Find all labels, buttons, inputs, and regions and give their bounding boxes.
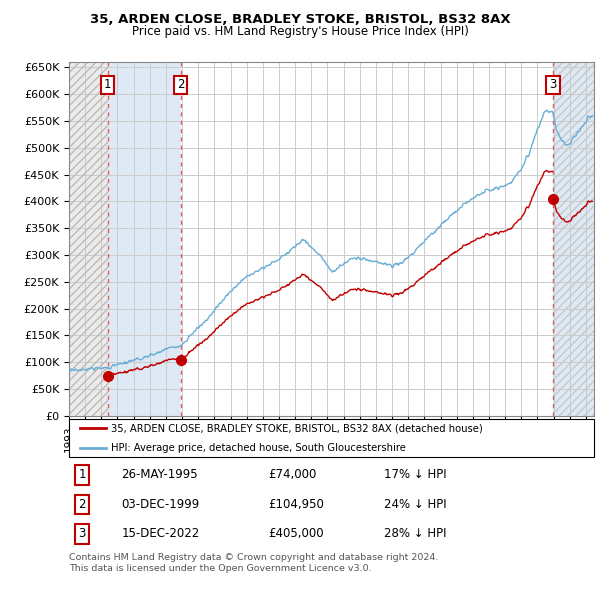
- Text: 26-MAY-1995: 26-MAY-1995: [121, 468, 198, 481]
- Bar: [69, 62, 108, 416]
- Text: 1: 1: [79, 468, 86, 481]
- Text: 24% ↓ HPI: 24% ↓ HPI: [384, 498, 446, 511]
- Text: 3: 3: [549, 78, 557, 91]
- Text: HPI: Average price, detached house, South Gloucestershire: HPI: Average price, detached house, Sout…: [111, 442, 406, 453]
- Text: 03-DEC-1999: 03-DEC-1999: [121, 498, 200, 511]
- Text: 35, ARDEN CLOSE, BRADLEY STOKE, BRISTOL, BS32 8AX: 35, ARDEN CLOSE, BRADLEY STOKE, BRISTOL,…: [89, 13, 511, 26]
- Text: Price paid vs. HM Land Registry's House Price Index (HPI): Price paid vs. HM Land Registry's House …: [131, 25, 469, 38]
- Text: £104,950: £104,950: [269, 498, 325, 511]
- Text: £405,000: £405,000: [269, 527, 324, 540]
- Bar: [181, 62, 553, 416]
- Text: 2: 2: [177, 78, 185, 91]
- Text: 28% ↓ HPI: 28% ↓ HPI: [384, 527, 446, 540]
- Bar: [108, 62, 181, 416]
- Text: £74,000: £74,000: [269, 468, 317, 481]
- Text: 1: 1: [104, 78, 112, 91]
- Text: 2: 2: [79, 498, 86, 511]
- Text: 15-DEC-2022: 15-DEC-2022: [121, 527, 200, 540]
- Text: 35, ARDEN CLOSE, BRADLEY STOKE, BRISTOL, BS32 8AX (detached house): 35, ARDEN CLOSE, BRADLEY STOKE, BRISTOL,…: [111, 424, 483, 434]
- Text: 3: 3: [79, 527, 86, 540]
- Text: Contains HM Land Registry data © Crown copyright and database right 2024.
This d: Contains HM Land Registry data © Crown c…: [69, 553, 439, 573]
- Text: 17% ↓ HPI: 17% ↓ HPI: [384, 468, 446, 481]
- Bar: [553, 62, 594, 416]
